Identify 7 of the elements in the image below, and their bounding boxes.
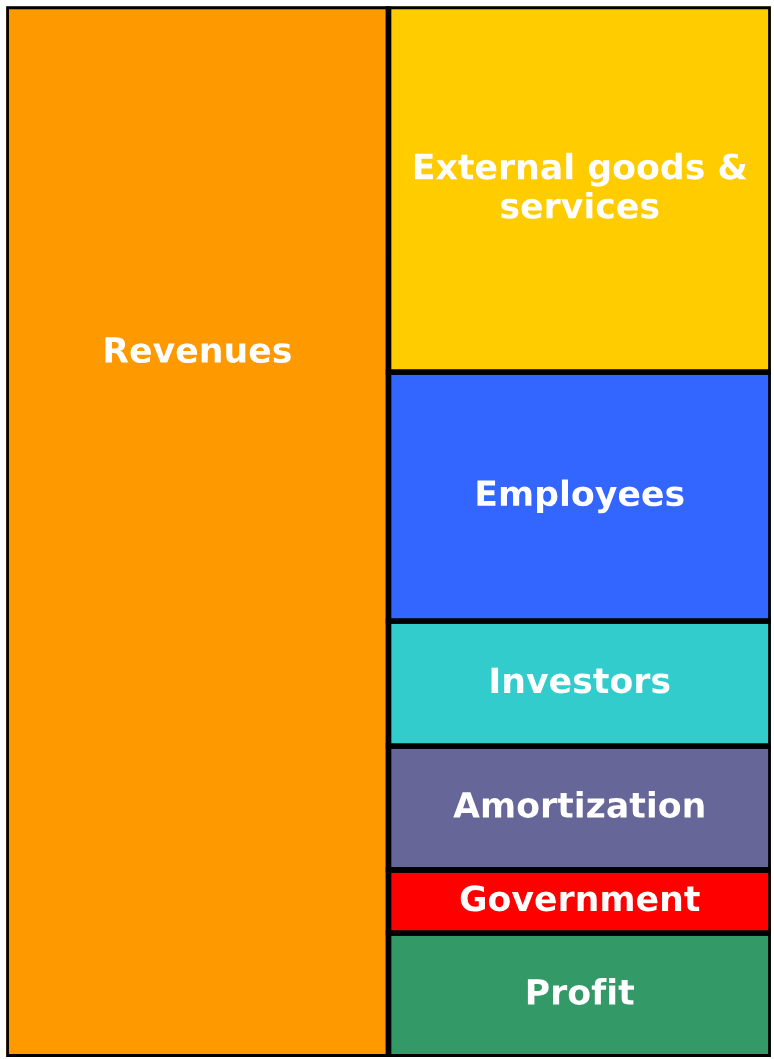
series-label: Employees xyxy=(477,479,684,514)
series-label: Investors xyxy=(491,667,670,694)
series-label: Amortization xyxy=(453,791,704,818)
series-label: Revenues xyxy=(105,337,291,364)
series-label: External goods & services xyxy=(414,152,747,219)
series-label: Government xyxy=(460,885,700,912)
series-label: Profit xyxy=(527,978,634,1005)
